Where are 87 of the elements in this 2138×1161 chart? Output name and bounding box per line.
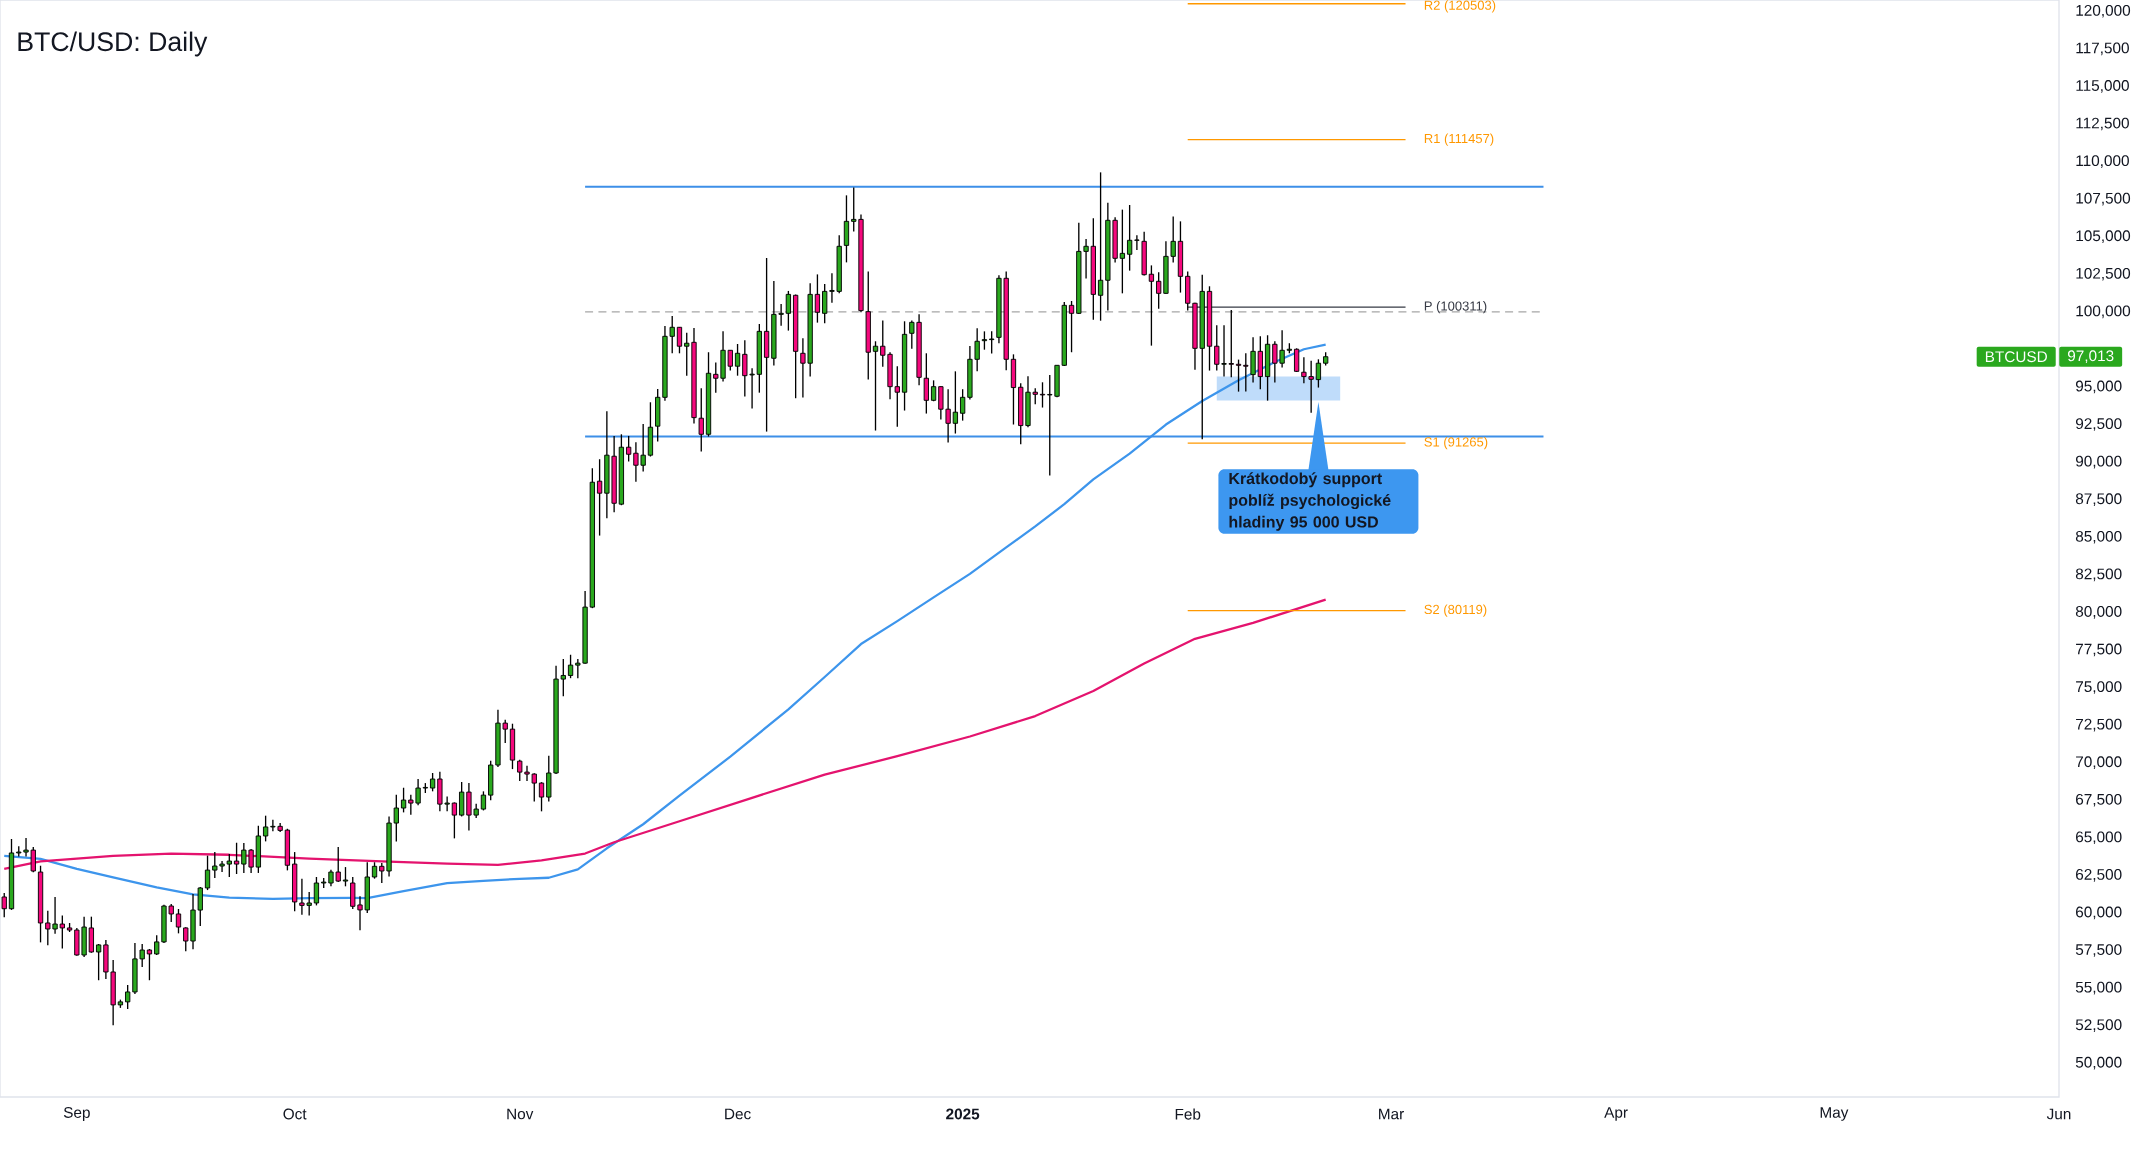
- candlestick: [959, 388, 966, 422]
- candlestick: [626, 435, 632, 463]
- y-tick-label: 87,500: [2075, 493, 2122, 506]
- x-tick-label: Apr: [1604, 1107, 1628, 1121]
- x-tick-label: Oct: [283, 1108, 307, 1120]
- candlestick: [342, 866, 349, 887]
- series-label: R2 (120503): [1424, 0, 1496, 13]
- y-tick-label: 52,500: [2075, 1019, 2122, 1032]
- candlestick: [459, 781, 465, 818]
- candlestick: [1039, 381, 1046, 409]
- y-tick-label: 110,000: [2076, 155, 2129, 168]
- y-tick-label: 95,000: [2075, 380, 2122, 394]
- y-tick-label: 90,000: [2075, 455, 2122, 469]
- x-tick-label: 2025: [946, 1108, 980, 1120]
- x-tick-label: Feb: [1175, 1108, 1201, 1120]
- y-tick-label: 57,500: [2075, 944, 2122, 957]
- line-series: [3, 598, 1327, 871]
- x-tick-label: Nov: [507, 1108, 534, 1120]
- series-label: S2 (80119): [1424, 604, 1487, 617]
- y-tick-label: 105,000: [2076, 230, 2131, 244]
- y-tick-label: 75,000: [2076, 681, 2122, 694]
- y-tick-label: 100,000: [2076, 305, 2131, 319]
- y-tick-label: 60,000: [2076, 906, 2122, 920]
- x-tick-label: Dec: [725, 1108, 751, 1120]
- candlestick: [175, 908, 182, 935]
- candlestick: [989, 330, 995, 355]
- candlestick: [538, 781, 545, 812]
- candlestick: [676, 326, 683, 354]
- candlestick: [698, 387, 704, 453]
- candlestick: [146, 948, 153, 981]
- x-tick-label: Mar: [1379, 1108, 1404, 1120]
- y-tick-label: 70,000: [2076, 756, 2122, 769]
- candlestick: [125, 984, 131, 1010]
- candlestick: [734, 343, 741, 377]
- candlestick: [785, 290, 792, 332]
- y-tick-label: 120,000: [2076, 4, 2131, 18]
- candlestick: [204, 854, 211, 891]
- candlestick: [400, 787, 407, 814]
- candlestick: [872, 340, 879, 432]
- candlestick: [1293, 347, 1300, 373]
- y-tick-label: 102,500: [2076, 267, 2131, 281]
- y-tick-label: 77,500: [2076, 643, 2122, 657]
- candlestick: [1235, 358, 1242, 393]
- candlestick: [814, 273, 821, 324]
- y-tick-label: 67,500: [2076, 793, 2122, 807]
- text: 97,013: [2067, 350, 2114, 364]
- x-tick-label: Jun: [2046, 1108, 2071, 1120]
- y-tick-label: 92,500: [2075, 418, 2122, 431]
- y-tick-label: 117,500: [2076, 42, 2129, 56]
- y-tick-label: 82,500: [2075, 568, 2122, 582]
- series-label: R1 (111457): [1424, 133, 1494, 146]
- x-tick-label: May: [1820, 1107, 1849, 1121]
- series-label: S1 (91265): [1424, 437, 1488, 450]
- candlestick: [1119, 208, 1126, 294]
- y-tick-label: 112,500: [2076, 117, 2129, 131]
- text: BTC/USD: Daily: [18, 31, 208, 57]
- y-tick-label: 85,000: [2075, 530, 2122, 544]
- candlestick: [451, 801, 458, 840]
- series-label: P (100311): [1424, 301, 1487, 314]
- annotation: BTCUSD: [1985, 351, 2047, 363]
- y-tick-label: 115,000: [2076, 80, 2129, 93]
- candlestick: [923, 352, 929, 415]
- y-tick-label: 65,000: [2076, 831, 2122, 845]
- candlestick: [567, 654, 574, 679]
- annotation: Krátkodobý support poblíž psychologické hladiny 95 000 USD: [1229, 472, 1391, 531]
- candlestick: [233, 842, 240, 875]
- x-tick-label: Sep: [63, 1107, 90, 1121]
- candlestick: [1134, 234, 1140, 251]
- candlestick: [1315, 358, 1322, 389]
- candlestick: [1068, 300, 1075, 353]
- candlestick: [1097, 171, 1104, 322]
- y-tick-label: 107,500: [2076, 192, 2131, 206]
- candlestick: [596, 458, 603, 537]
- candlestick: [429, 772, 436, 793]
- y-tick-label: 62,500: [2076, 869, 2122, 882]
- y-tick-label: 72,500: [2076, 718, 2122, 732]
- candlestick: [981, 330, 988, 351]
- candlestick: [95, 943, 102, 981]
- candlestick: [262, 815, 269, 843]
- candlestick: [1148, 264, 1155, 347]
- candlestick: [952, 370, 959, 435]
- candlestick: [313, 876, 320, 907]
- y-tick-label: 50,000: [2075, 1056, 2122, 1070]
- y-tick-label: 80,000: [2075, 606, 2122, 619]
- y-tick-label: 55,000: [2075, 981, 2122, 995]
- candlestick: [1126, 204, 1133, 272]
- candlestick: [1, 892, 7, 918]
